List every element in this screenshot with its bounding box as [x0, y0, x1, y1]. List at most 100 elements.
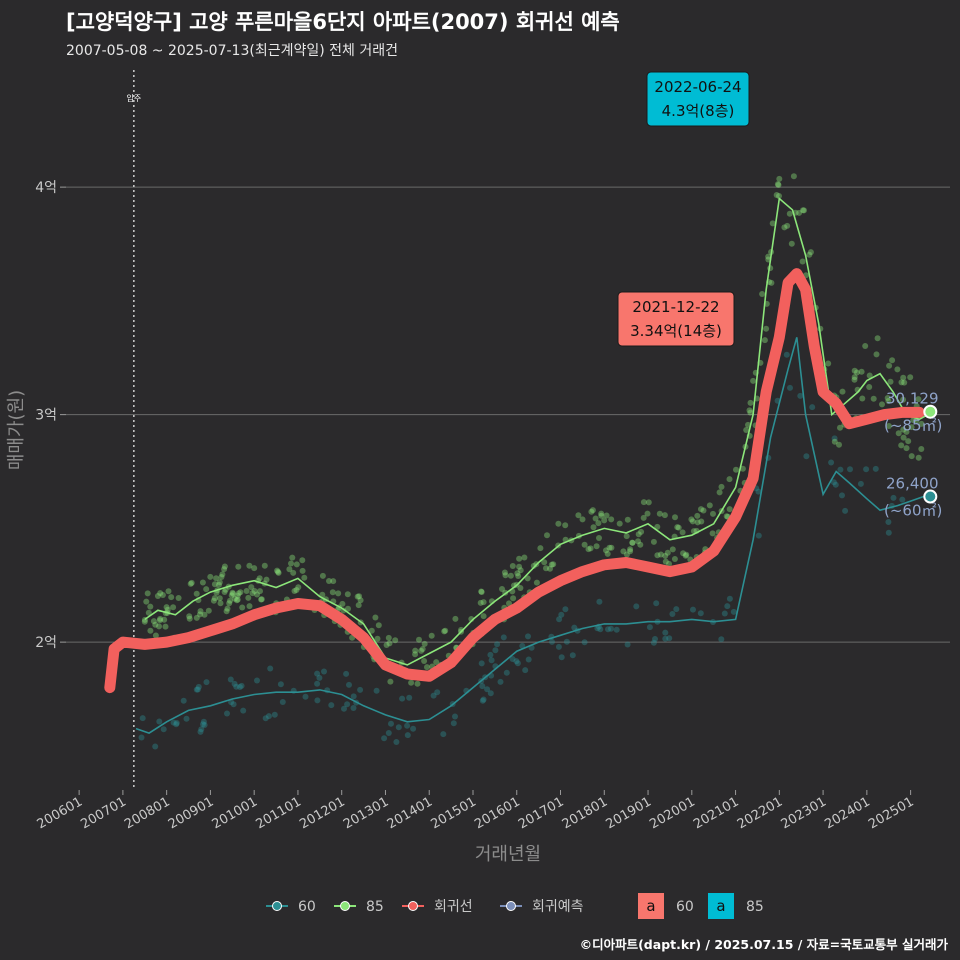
scatter-point-85 [421, 658, 428, 664]
scatter-point-85 [825, 360, 832, 367]
scatter-point-85 [203, 586, 210, 593]
scatter-point-85 [152, 621, 159, 628]
x-tick-label: 202001 [647, 794, 697, 832]
scatter-point-85 [216, 579, 223, 586]
scatter-point-85 [293, 561, 300, 568]
scatter-point-85 [555, 520, 562, 527]
scatter-point-60 [350, 693, 357, 700]
scatter-point-85 [654, 523, 661, 530]
scatter-point-85 [329, 589, 336, 596]
scatter-point-85 [477, 599, 484, 606]
scatter-point-85 [915, 396, 922, 403]
x-tick-label: 201501 [429, 794, 479, 832]
scatter-point-60 [321, 668, 327, 675]
scatter-point-60 [279, 699, 286, 705]
scatter-point-85 [156, 623, 162, 630]
scatter-point-60 [230, 701, 237, 708]
scatter-point-85 [709, 530, 716, 537]
scatter-point-60 [262, 715, 269, 722]
scatter-point-60 [395, 724, 402, 731]
scatter-point-60 [240, 707, 247, 714]
scatter-point-85 [706, 502, 713, 509]
scatter-point-85 [587, 545, 594, 552]
scatter-point-85 [201, 611, 208, 618]
scatter-point-85 [589, 507, 596, 514]
scatter-point-85 [620, 548, 627, 555]
scatter-point-85 [680, 550, 687, 557]
annotation-box-2022-06-24 [646, 71, 750, 127]
legend-label-s85: 85 [366, 899, 384, 915]
scatter-point-85 [509, 563, 516, 569]
scatter-point-85 [375, 622, 382, 629]
scatter-point-85 [656, 510, 663, 517]
scatter-point-60 [238, 682, 245, 689]
scatter-point-60 [480, 696, 487, 703]
scatter-point-60 [646, 624, 653, 631]
scatter-point-60 [662, 629, 669, 636]
scatter-point-85 [226, 600, 233, 607]
scatter-point-85 [674, 524, 681, 531]
scatter-point-85 [851, 367, 858, 374]
scatter-point-85 [258, 596, 265, 603]
scatter-point-60 [558, 611, 565, 618]
scatter-point-85 [601, 517, 608, 524]
scatter-point-60 [341, 705, 347, 712]
prediction-value-60: 26,400 [886, 475, 939, 493]
scatter-point-85 [517, 567, 524, 574]
scatter-point-60 [721, 610, 728, 617]
scatter-point-60 [783, 351, 790, 358]
scatter-point-85 [421, 640, 428, 647]
scatter-point-85 [237, 589, 244, 596]
scatter-point-60 [203, 679, 210, 686]
scatter-point-60 [404, 722, 411, 729]
scatter-point-85 [629, 539, 636, 546]
scatter-point-85 [718, 483, 725, 490]
scatter-point-85 [579, 516, 586, 523]
scatter-point-85 [216, 595, 223, 602]
chart-subtitle: 2007-05-08 ~ 2025-07-13(최근계약일) 전체 거래건 [66, 43, 398, 59]
legend-marker-regression [408, 901, 418, 911]
scatter-point-60 [662, 635, 669, 642]
scatter-point-60 [730, 608, 737, 615]
scatter-point-85 [254, 591, 260, 598]
legend-box-85 [708, 893, 734, 919]
scatter-point-85 [480, 613, 487, 620]
scatter-point-85 [478, 589, 485, 595]
scatter-point-60 [195, 683, 202, 690]
series-lines [104, 196, 929, 734]
scatter-point-85 [879, 401, 885, 408]
scatter-point-85 [156, 617, 163, 624]
scatter-point-60 [863, 466, 870, 473]
scatter-point-85 [657, 551, 664, 558]
scatter-point-60 [346, 681, 352, 688]
scatter-point-60 [673, 606, 680, 613]
scatter-point-85 [227, 597, 233, 604]
scatter-point-60 [594, 625, 601, 632]
scatter-point-85 [344, 591, 351, 598]
scatter-point-85 [831, 438, 838, 445]
scatter-point-60 [410, 725, 417, 732]
scatter-point-85 [801, 207, 807, 214]
scatter-point-60 [872, 465, 879, 472]
scatter-point-85 [150, 618, 157, 625]
scatter-point-85 [839, 388, 846, 395]
scatter-points [138, 173, 925, 750]
scatter-point-85 [193, 614, 200, 621]
scatter-point-85 [224, 605, 231, 612]
x-tick-label: 200901 [166, 794, 216, 832]
x-tick-label: 202401 [822, 794, 872, 832]
scatter-point-85 [544, 532, 550, 539]
x-tick-label: 202501 [866, 794, 916, 832]
scatter-point-85 [517, 585, 524, 591]
scatter-point-60 [605, 626, 611, 633]
scatter-point-85 [739, 465, 746, 472]
x-tick-label: 200601 [35, 794, 85, 832]
scatter-point-85 [664, 549, 671, 556]
scatter-point-85 [419, 646, 426, 652]
scatter-point-85 [623, 551, 630, 558]
scatter-point-60 [513, 658, 520, 665]
scatter-point-60 [519, 642, 526, 649]
scatter-point-85 [836, 441, 842, 448]
scatter-point-85 [392, 637, 399, 644]
scatter-point-85 [918, 446, 925, 452]
